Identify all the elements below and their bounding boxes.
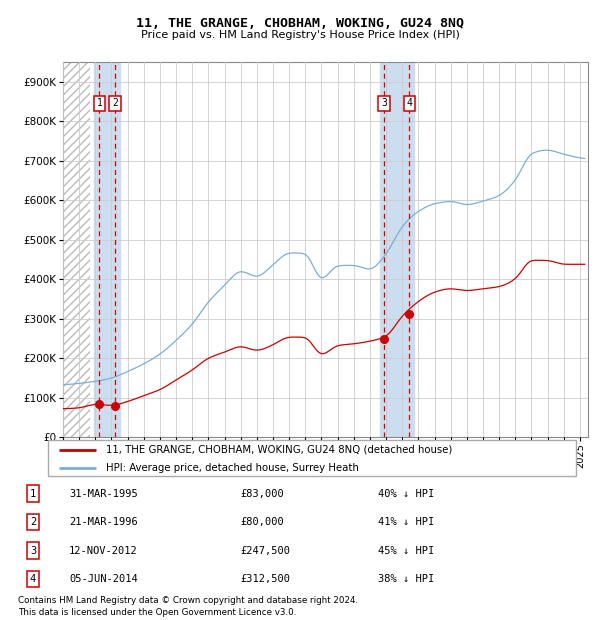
Text: 40% ↓ HPI: 40% ↓ HPI [378,489,434,498]
Text: 1: 1 [30,489,36,498]
Text: 2: 2 [30,517,36,527]
Text: 45% ↓ HPI: 45% ↓ HPI [378,546,434,556]
Text: 2: 2 [112,99,118,108]
Text: 12-NOV-2012: 12-NOV-2012 [69,546,138,556]
Bar [94,62,121,437]
Text: £80,000: £80,000 [240,517,284,527]
Bar [380,62,415,437]
Text: 4: 4 [30,574,36,584]
Text: 3: 3 [381,99,387,108]
Text: 11, THE GRANGE, CHOBHAM, WOKING, GU24 8NQ (detached house): 11, THE GRANGE, CHOBHAM, WOKING, GU24 8N… [106,445,452,455]
Text: £312,500: £312,500 [240,574,290,584]
Text: £83,000: £83,000 [240,489,284,498]
Text: 3: 3 [30,546,36,556]
Text: 21-MAR-1996: 21-MAR-1996 [69,517,138,527]
Text: £247,500: £247,500 [240,546,290,556]
Text: Contains HM Land Registry data © Crown copyright and database right 2024.: Contains HM Land Registry data © Crown c… [18,596,358,606]
Text: 4: 4 [406,99,412,108]
Text: 41% ↓ HPI: 41% ↓ HPI [378,517,434,527]
Text: 1: 1 [97,99,102,108]
Text: 31-MAR-1995: 31-MAR-1995 [69,489,138,498]
Text: 38% ↓ HPI: 38% ↓ HPI [378,574,434,584]
Text: 05-JUN-2014: 05-JUN-2014 [69,574,138,584]
Text: Price paid vs. HM Land Registry's House Price Index (HPI): Price paid vs. HM Land Registry's House … [140,30,460,40]
Text: 11, THE GRANGE, CHOBHAM, WOKING, GU24 8NQ: 11, THE GRANGE, CHOBHAM, WOKING, GU24 8N… [136,17,464,30]
Text: HPI: Average price, detached house, Surrey Heath: HPI: Average price, detached house, Surr… [106,463,359,473]
Text: This data is licensed under the Open Government Licence v3.0.: This data is licensed under the Open Gov… [18,608,296,617]
